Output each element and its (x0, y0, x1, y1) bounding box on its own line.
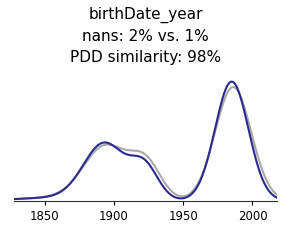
Title: birthDate_year
nans: 2% vs. 1%
PDD similarity: 98%: birthDate_year nans: 2% vs. 1% PDD simil… (70, 7, 221, 65)
